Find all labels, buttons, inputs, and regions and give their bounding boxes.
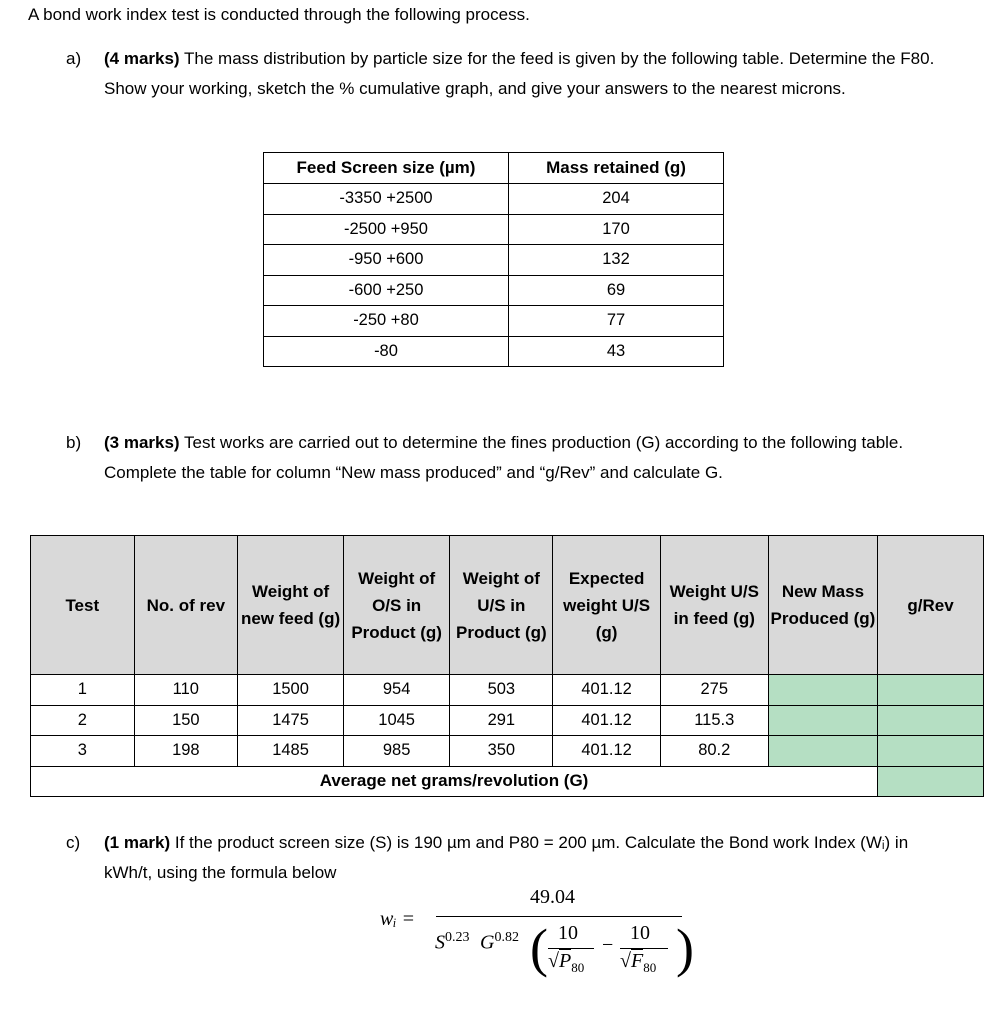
mass-retained-cell: 69: [508, 274, 724, 306]
table-cell: 350: [449, 735, 554, 767]
table-cell: 401.12: [552, 704, 661, 736]
formula-sqrt-p80: √P80: [548, 949, 585, 975]
mass-retained-cell: 204: [508, 183, 724, 215]
header-cell: Expected weight U/S (g): [552, 535, 661, 675]
g-per-rev-answer-cell[interactable]: [877, 674, 984, 706]
part-a-body: The mass distribution by particle size f…: [104, 49, 935, 98]
feed-size-table: Feed Screen size (µm) Mass retained (g) …: [263, 152, 724, 367]
table-cell: 80.2: [659, 735, 769, 767]
average-label: Average net grams/revolution (G): [29, 765, 879, 797]
table-cell: 1: [30, 674, 135, 706]
table-cell: 198: [133, 735, 239, 767]
part-c: c) (1 mark) If the product screen size (…: [66, 828, 956, 888]
screen-size-cell: -3350 +2500: [263, 183, 509, 215]
fines-production-table: Test No. of rev Weight of new feed (g) Weig…: [29, 535, 984, 797]
g-per-rev-answer-cell[interactable]: [877, 735, 984, 767]
screen-size-cell: -600 +250: [263, 274, 509, 306]
average-g-answer-cell[interactable]: [877, 765, 984, 797]
new-mass-answer-cell[interactable]: [767, 674, 879, 706]
new-mass-answer-cell[interactable]: [767, 735, 879, 767]
formula-g: G0.82: [480, 930, 519, 954]
header-cell: Weight U/S in feed (g): [659, 535, 769, 675]
screen-size-cell: -250 +80: [263, 305, 509, 337]
part-b-body: Test works are carried out to determine …: [104, 433, 904, 482]
table-cell: 985: [343, 735, 451, 767]
fraction-bar-f: [620, 948, 668, 949]
formula-lhs: wᵢ =: [380, 908, 415, 930]
part-b-text: (3 marks) Test works are carried out to …: [104, 428, 956, 488]
table-row: -3350 +2500 204: [263, 183, 724, 215]
table-row: -950 +600 132: [263, 244, 724, 276]
table-row: -2500 +950 170: [263, 213, 724, 245]
fraction-bar-p: [548, 948, 594, 949]
table-cell: 275: [659, 674, 769, 706]
header-cell: g/Rev: [877, 535, 984, 675]
table-header-row: Test No. of rev Weight of new feed (g) Weig…: [30, 535, 984, 675]
new-mass-answer-cell[interactable]: [767, 704, 879, 736]
part-b: b) (3 marks) Test works are carried out …: [66, 428, 956, 488]
table-cell: 1500: [237, 674, 345, 706]
part-b-marks: (3 marks): [104, 433, 180, 452]
table-cell: 3: [30, 735, 135, 767]
mass-retained-cell: 77: [508, 305, 724, 337]
header-cell: Weight of O/S in Product (g): [343, 535, 451, 675]
table-cell: 1475: [237, 704, 345, 736]
formula-sqrt-f80: √F80: [620, 949, 657, 975]
mass-retained-cell: 43: [508, 335, 724, 367]
table-cell: 110: [133, 674, 239, 706]
screen-size-cell: -950 +600: [263, 244, 509, 276]
table-row: 1 110 1500 954 503 401.12 275: [30, 674, 984, 706]
header-feed-screen-size: Feed Screen size (µm): [263, 152, 509, 184]
table-cell: 954: [343, 674, 451, 706]
part-a: a) (4 marks) The mass distribution by pa…: [66, 44, 956, 104]
part-a-label: a): [66, 49, 82, 68]
g-per-rev-answer-cell[interactable]: [877, 704, 984, 736]
table-row: -600 +250 69: [263, 274, 724, 306]
header-mass-retained: Mass retained (g): [508, 152, 724, 184]
table-header-row: Feed Screen size (µm) Mass retained (g): [263, 152, 724, 184]
part-a-marks: (4 marks): [104, 49, 180, 68]
formula-minus: −: [602, 934, 614, 956]
table-row: -250 +80 77: [263, 305, 724, 337]
mass-retained-cell: 132: [508, 244, 724, 276]
bond-work-index-formula: wᵢ = 49.04 S0.23 G0.82 ( ) 10 √P80 − 10 …: [380, 882, 694, 992]
table-cell: 115.3: [659, 704, 769, 736]
table-cell: 401.12: [552, 735, 661, 767]
header-cell: No. of rev: [133, 535, 239, 675]
formula-ten-1: 10: [558, 922, 578, 944]
part-c-body: If the product screen size (S) is 190 µm…: [104, 833, 909, 882]
formula-s: S0.23: [435, 930, 470, 954]
right-paren: ): [676, 918, 694, 978]
part-c-text: (1 mark) If the product screen size (S) …: [104, 828, 956, 888]
table-cell: 503: [449, 674, 554, 706]
formula-numerator: 49.04: [530, 886, 575, 908]
fraction-bar: [436, 916, 682, 917]
part-c-marks: (1 mark): [104, 833, 171, 852]
table-cell: 1045: [343, 704, 451, 736]
table-row: 2 150 1475 1045 291 401.12 115.3: [30, 704, 984, 736]
table-row: -80 43: [263, 335, 724, 367]
formula-ten-2: 10: [630, 922, 650, 944]
table-cell: 150: [133, 704, 239, 736]
screen-size-cell: -80: [263, 335, 509, 367]
header-cell: Weight of U/S in Product (g): [449, 535, 554, 675]
table-row: 3 198 1485 985 350 401.12 80.2: [30, 735, 984, 767]
part-a-text: (4 marks) The mass distribution by parti…: [104, 44, 956, 104]
header-cell: Weight of new feed (g): [237, 535, 345, 675]
header-cell: Test: [30, 535, 135, 675]
mass-retained-cell: 170: [508, 213, 724, 245]
table-cell: 401.12: [552, 674, 661, 706]
header-cell: New Mass Produced (g): [767, 535, 879, 675]
table-cell: 291: [449, 704, 554, 736]
part-b-label: b): [66, 433, 82, 452]
table-footer-row: Average net grams/revolution (G): [29, 765, 984, 797]
table-cell: 2: [30, 704, 135, 736]
part-c-label: c): [66, 833, 81, 852]
intro-text: A bond work index test is conducted thro…: [28, 5, 530, 24]
screen-size-cell: -2500 +950: [263, 213, 509, 245]
left-paren: (: [530, 918, 548, 978]
table-cell: 1485: [237, 735, 345, 767]
